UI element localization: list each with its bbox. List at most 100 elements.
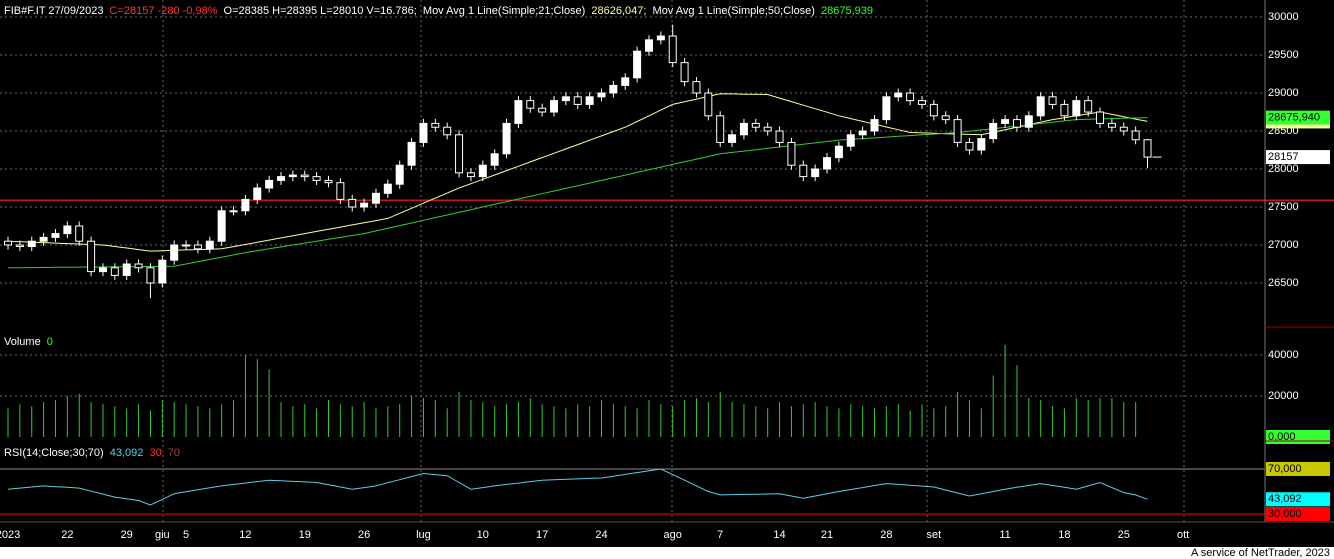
candle-body <box>1001 119 1010 124</box>
candle-body <box>443 126 452 136</box>
x-tick-label: 7 <box>717 529 723 541</box>
candle-body <box>621 77 630 86</box>
candle-body <box>811 168 820 178</box>
x-tick-label: 21 <box>821 529 833 541</box>
rsi-value-label: 43,092 <box>1268 493 1302 505</box>
candle-body <box>1096 111 1105 124</box>
candle-body <box>775 130 784 143</box>
candle-body <box>633 50 642 79</box>
legend-value: 43,092 <box>110 447 144 459</box>
legend-value: 28626,047; <box>591 5 646 17</box>
candle-body <box>989 122 998 140</box>
legend-level: 70 <box>168 447 180 459</box>
y-tick-label: 40000 <box>1268 349 1299 361</box>
candle-body <box>704 92 713 117</box>
candle-body <box>1131 130 1140 141</box>
footer: A service of NetTrader, 2023 <box>1191 547 1330 559</box>
x-tick-label: 22 <box>61 529 73 541</box>
level-label-box <box>1266 461 1330 476</box>
candle-body <box>312 176 321 181</box>
candle-body <box>728 134 737 143</box>
candle-body <box>644 39 653 52</box>
legend-value: 0 <box>47 336 53 348</box>
candle-body <box>98 267 107 273</box>
y-tick-label: 30,000 <box>1268 508 1302 520</box>
candle-body <box>51 233 60 238</box>
candle-body <box>751 122 760 128</box>
legend-value: 28675,939 <box>821 5 873 17</box>
candle-body <box>146 267 155 284</box>
candle-body <box>383 183 392 194</box>
plot: 2023 22 29 giu 5 12 19 26 lug 10 17 24 ago 7 14 21 28 set… <box>0 11 1334 541</box>
candle-body <box>205 240 214 250</box>
y-tick-label: 70,000 <box>1268 463 1302 475</box>
x-tick-label: set <box>927 529 942 541</box>
candle-body <box>1072 100 1081 117</box>
candle-body <box>502 122 511 155</box>
panel-title: Volume <box>4 336 41 348</box>
x-tick-label: 14 <box>773 529 785 541</box>
candle-body <box>466 172 475 178</box>
candle-body <box>787 141 796 166</box>
candle-body <box>668 35 677 64</box>
legend-entry: Mov Avg 1 Line(Simple;50;Close) <box>653 5 815 17</box>
candle-body <box>110 267 119 276</box>
candle-body <box>407 141 416 166</box>
candle-body <box>834 145 843 159</box>
candle-body <box>241 198 250 212</box>
candle-body <box>277 176 286 181</box>
x-tick-label: 12 <box>239 529 251 541</box>
candle-body <box>455 134 464 174</box>
candle-body <box>39 236 48 242</box>
rsi-header: RSI(14;Close;30;70) 43,092 30 70 <box>4 447 180 459</box>
candle-body <box>182 244 191 247</box>
last-price-label: 28157 <box>1268 151 1299 163</box>
candle-body <box>882 96 891 121</box>
x-tick-label: 28 <box>880 529 892 541</box>
month-grid <box>162 0 1185 522</box>
x-tick-label: 19 <box>299 529 311 541</box>
y-tick-label: 20000 <box>1268 390 1299 402</box>
candle-body <box>134 263 143 269</box>
x-tick-label: 17 <box>536 529 548 541</box>
candle-body <box>431 122 440 128</box>
x-tick-label: 25 <box>1118 529 1130 541</box>
x-tick-label: 29 <box>121 529 133 541</box>
candle-body <box>1012 119 1021 128</box>
candle-body <box>1060 103 1069 117</box>
candle-body <box>158 259 167 284</box>
candle-body <box>823 157 832 170</box>
candle-body <box>348 198 357 208</box>
y-tick-label: 27500 <box>1268 201 1299 213</box>
candle-body <box>63 225 72 235</box>
candle-body <box>419 122 428 143</box>
candle-body <box>561 96 570 102</box>
legend-level: 30 <box>149 447 161 459</box>
x-tick-label: 2023 <box>0 529 20 541</box>
ohlc-label: O=28385 H=28395 L=28010 V=16.786; <box>224 5 417 17</box>
candle-body <box>965 141 974 151</box>
candle-body <box>526 100 535 109</box>
candle-body <box>1048 96 1057 105</box>
volume-axis-label: 0,000 <box>1268 431 1296 443</box>
y-tick-label: 29000 <box>1268 87 1299 99</box>
candle-body <box>739 122 748 136</box>
x-tick-label: ott <box>1177 529 1189 541</box>
candle-body <box>1143 139 1152 158</box>
candle-body <box>265 179 274 189</box>
candle-body <box>799 164 808 178</box>
y-tick-label: 26500 <box>1268 277 1299 289</box>
candle-body <box>4 240 12 246</box>
candle-body <box>253 187 262 200</box>
candle-body <box>573 96 582 105</box>
x-tick-label: 18 <box>1058 529 1070 541</box>
x-tick-label: ago <box>664 529 682 541</box>
candle-body <box>1119 126 1128 132</box>
candle-body <box>846 134 855 147</box>
candle-body <box>27 240 36 248</box>
candle-body <box>894 92 903 98</box>
candle-body <box>692 81 701 94</box>
rsi-value-box <box>1266 492 1330 507</box>
candle-body <box>917 100 926 105</box>
